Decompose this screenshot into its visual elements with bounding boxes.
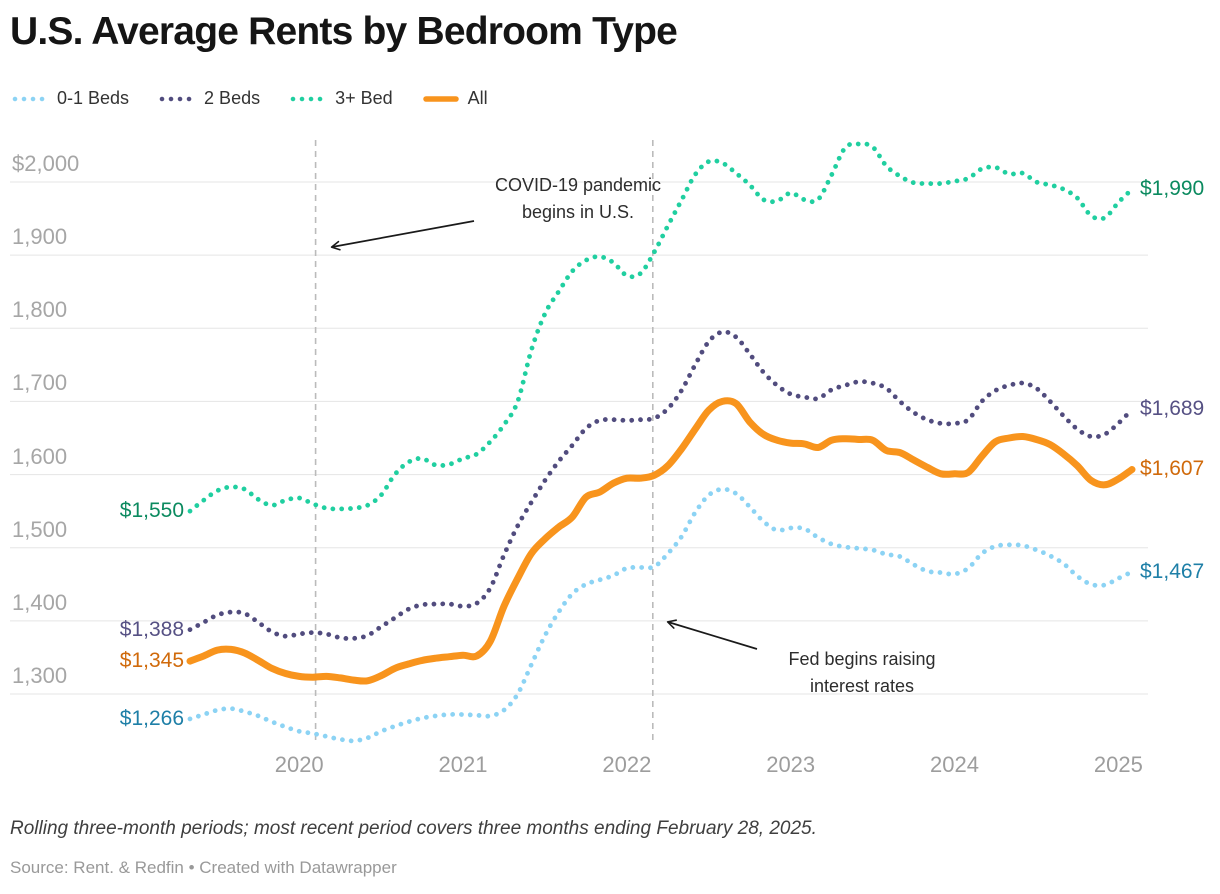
x-tick-2022: 2022 bbox=[602, 752, 652, 777]
y-tick-1800: 1,800 bbox=[12, 297, 68, 323]
page-title: U.S. Average Rents by Bedroom Type bbox=[10, 10, 678, 53]
end-value-0-1-beds: $1,467 bbox=[1140, 559, 1205, 583]
dotted-line-swatch-icon bbox=[159, 96, 195, 101]
y-tick-1900: 1,900 bbox=[12, 224, 68, 250]
annotation-arrow-covid bbox=[330, 220, 475, 251]
series-line-all bbox=[186, 397, 1136, 685]
legend-item-0-1-beds: 0-1 Beds bbox=[12, 88, 129, 109]
annotation-arrows bbox=[330, 220, 758, 650]
end-value-3-bed: $1,990 bbox=[1140, 177, 1205, 201]
solid-line-swatch-icon bbox=[422, 95, 459, 102]
legend-label-2-beds: 2 Beds bbox=[204, 88, 261, 108]
dotted-line-swatch-icon bbox=[12, 96, 48, 101]
y-tick-1700: 1,700 bbox=[12, 370, 68, 396]
y-tick-1500: 1,500 bbox=[12, 516, 68, 542]
dotted-line-swatch-icon bbox=[290, 96, 326, 101]
start-value-0-1-beds: $1,266 bbox=[119, 706, 184, 730]
legend-label-0-1-beds: 0-1 Beds bbox=[57, 88, 130, 108]
y-tick-1300: 1,300 bbox=[12, 663, 68, 688]
start-value-3-bed: $1,550 bbox=[119, 499, 184, 523]
legend-item-all: All bbox=[422, 88, 488, 109]
legend-item-3-bed: 3+ Bed bbox=[290, 88, 393, 109]
x-tick-2023: 2023 bbox=[766, 752, 816, 777]
end-value-all: $1,607 bbox=[1140, 457, 1205, 481]
legend-label-3-bed: 3+ Bed bbox=[335, 88, 393, 108]
gridlines bbox=[10, 181, 1148, 695]
annotation-covid: COVID-19 pandemic begins in U.S. bbox=[458, 172, 698, 226]
annotation-fed: Fed begins raising interest rates bbox=[742, 646, 982, 700]
footnote: Rolling three-month periods; most recent… bbox=[10, 818, 817, 839]
annotation-covid-line2: begins in U.S. bbox=[521, 202, 635, 222]
x-tick-2024: 2024 bbox=[930, 752, 979, 777]
series-line-2-beds bbox=[187, 329, 1135, 641]
x-tick-2025: 2025 bbox=[1093, 752, 1143, 777]
annotation-vlines bbox=[314, 140, 654, 740]
y-tick-2000: $2,000 bbox=[12, 151, 80, 176]
annotation-fed-line1: Fed begins raising bbox=[788, 649, 936, 669]
source-line: Source: Rent. & Redfin • Created with Da… bbox=[10, 858, 397, 877]
y-tick-1600: 1,600 bbox=[12, 443, 68, 469]
series-lines bbox=[186, 141, 1136, 744]
annotation-fed-line2: interest rates bbox=[809, 676, 915, 696]
x-tick-2021: 2021 bbox=[438, 752, 488, 777]
x-tick-2020: 2020 bbox=[274, 752, 324, 777]
start-value-all: $1,345 bbox=[119, 649, 184, 673]
chart-legend: 0-1 Beds 2 Beds 3+ Bed All bbox=[12, 88, 488, 109]
legend-label-all: All bbox=[467, 88, 488, 108]
annotation-arrow-fed bbox=[666, 619, 758, 650]
series-line-3-bed bbox=[187, 141, 1135, 514]
end-value-2-beds: $1,689 bbox=[1140, 397, 1205, 421]
series-line-0-1-beds bbox=[187, 486, 1135, 744]
annotation-covid-line1: COVID-19 pandemic bbox=[494, 175, 662, 195]
legend-item-2-beds: 2 Beds bbox=[159, 88, 260, 109]
start-value-2-beds: $1,388 bbox=[119, 617, 184, 641]
y-tick-1400: 1,400 bbox=[12, 589, 68, 615]
